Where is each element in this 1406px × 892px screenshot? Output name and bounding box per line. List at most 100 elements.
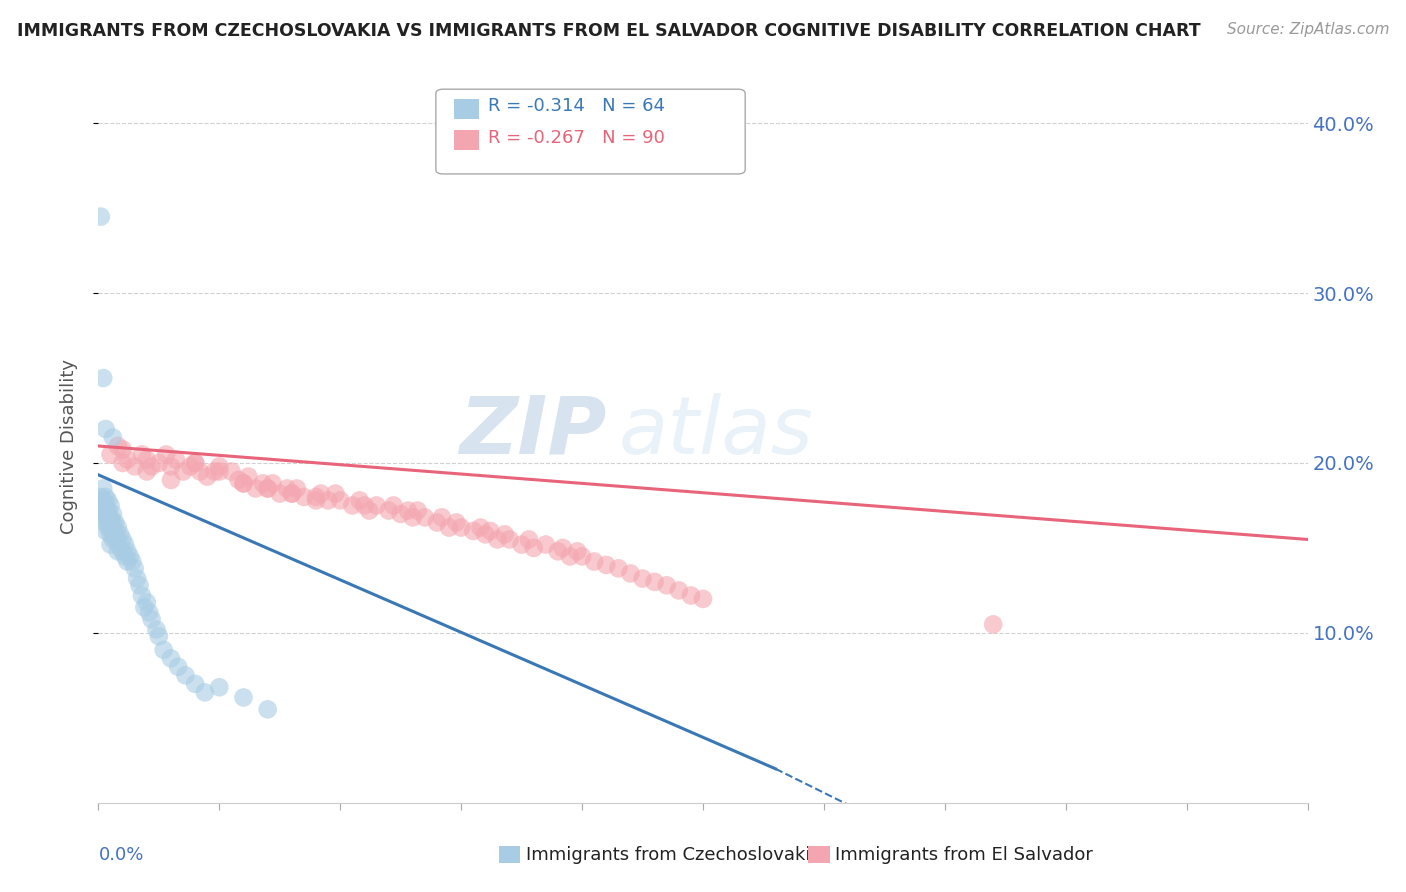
Point <box>430 510 453 524</box>
Point <box>329 493 352 508</box>
Text: R = -0.314   N = 64: R = -0.314 N = 64 <box>488 97 665 115</box>
Point <box>111 442 134 457</box>
Point <box>135 465 157 479</box>
Point <box>517 533 540 547</box>
Point <box>160 651 183 665</box>
Point <box>426 516 449 530</box>
Point <box>121 555 143 569</box>
Point <box>437 520 460 534</box>
Point <box>91 510 114 524</box>
Point <box>94 499 117 513</box>
Point <box>309 486 332 500</box>
Point <box>91 503 114 517</box>
Point <box>325 486 347 500</box>
Point <box>382 499 405 513</box>
Point <box>145 623 167 637</box>
Point <box>349 493 371 508</box>
Point <box>583 555 606 569</box>
Point <box>148 629 170 643</box>
Point <box>498 533 520 547</box>
Point <box>141 612 163 626</box>
Point <box>94 507 117 521</box>
Point <box>463 524 485 538</box>
Point <box>90 507 112 521</box>
Point <box>135 452 157 467</box>
Point <box>571 549 593 564</box>
Point <box>101 524 124 538</box>
Point <box>101 516 124 530</box>
Point <box>100 499 122 513</box>
Point <box>389 507 412 521</box>
Point <box>470 520 492 534</box>
Point <box>160 459 183 474</box>
Point <box>204 465 226 479</box>
Point <box>396 503 419 517</box>
Point <box>195 469 218 483</box>
Point <box>97 520 120 534</box>
Point <box>188 465 211 479</box>
Point <box>172 465 194 479</box>
Point <box>104 516 127 530</box>
Point <box>152 643 174 657</box>
Point <box>607 561 630 575</box>
Point <box>245 482 267 496</box>
Point <box>107 439 129 453</box>
Point <box>91 371 114 385</box>
Point <box>107 520 129 534</box>
Point <box>523 541 546 555</box>
Text: IMMIGRANTS FROM CZECHOSLOVAKIA VS IMMIGRANTS FROM EL SALVADOR COGNITIVE DISABILI: IMMIGRANTS FROM CZECHOSLOVAKIA VS IMMIGR… <box>17 22 1201 40</box>
Point <box>100 527 122 541</box>
Point <box>90 210 112 224</box>
Point <box>184 456 207 470</box>
Point <box>134 600 156 615</box>
Point <box>104 524 127 538</box>
Point <box>138 606 160 620</box>
Point <box>655 578 678 592</box>
Point <box>108 541 131 555</box>
Point <box>305 490 328 504</box>
Point <box>262 476 284 491</box>
Text: Source: ZipAtlas.com: Source: ZipAtlas.com <box>1226 22 1389 37</box>
Point <box>135 595 157 609</box>
Point <box>595 558 617 572</box>
Point <box>446 516 468 530</box>
Point <box>97 503 120 517</box>
Y-axis label: Cognitive Disability: Cognitive Disability <box>59 359 77 533</box>
Text: R = -0.267   N = 90: R = -0.267 N = 90 <box>488 129 665 147</box>
Point <box>114 537 136 551</box>
Point <box>184 677 207 691</box>
Point <box>353 499 375 513</box>
Point <box>644 574 666 589</box>
Point <box>117 544 139 558</box>
Point <box>100 448 122 462</box>
Point <box>292 490 315 504</box>
Text: Immigrants from Czechoslovakia: Immigrants from Czechoslovakia <box>526 846 821 863</box>
Point <box>111 544 134 558</box>
Point <box>101 430 124 444</box>
Point <box>238 469 260 483</box>
Point <box>107 544 129 558</box>
Point <box>406 503 429 517</box>
Point <box>107 533 129 547</box>
Point <box>547 544 569 558</box>
Point <box>486 533 509 547</box>
Point <box>281 486 304 500</box>
Point <box>91 482 114 496</box>
Point <box>167 660 190 674</box>
Point <box>567 544 589 558</box>
Point <box>494 527 516 541</box>
Point <box>90 499 112 513</box>
Point <box>128 578 150 592</box>
Point <box>91 493 114 508</box>
Point <box>208 459 231 474</box>
Point <box>281 486 304 500</box>
Point <box>510 537 533 551</box>
Point <box>131 448 153 462</box>
Point <box>692 591 714 606</box>
Point <box>117 555 139 569</box>
Point <box>97 510 120 524</box>
Point <box>94 490 117 504</box>
Point <box>619 566 641 581</box>
Point <box>101 533 124 547</box>
Point <box>100 520 122 534</box>
